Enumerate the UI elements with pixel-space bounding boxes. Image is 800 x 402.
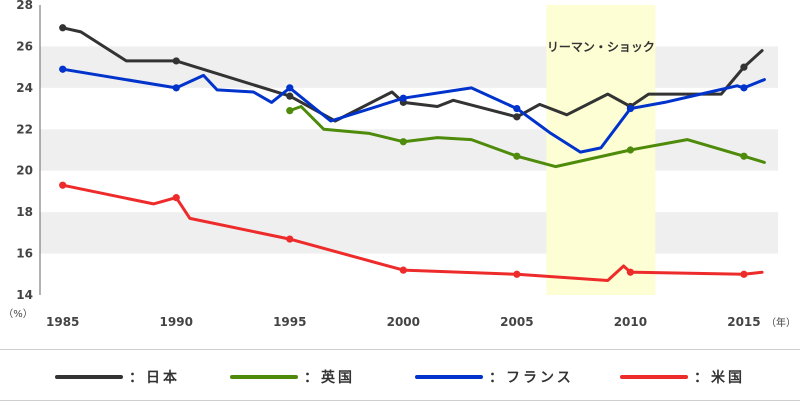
data-point — [286, 107, 294, 115]
data-point — [399, 266, 407, 274]
data-point — [740, 84, 748, 92]
data-point — [513, 104, 521, 113]
grid-band — [40, 46, 778, 88]
legend-label-france: ：フランス — [489, 370, 574, 386]
grid-bands — [40, 46, 778, 254]
series-group — [59, 65, 766, 154]
legend-swatch-uk — [230, 375, 298, 379]
data-point — [626, 104, 635, 113]
grid-band — [40, 212, 778, 254]
data-point — [399, 94, 407, 102]
legend-item-france: ：フランス — [415, 367, 574, 387]
legend-item-usa: ：米国 — [620, 367, 745, 387]
x-tick-label: 2015 — [727, 315, 760, 329]
data-point — [286, 84, 294, 92]
x-tick-label: 2010 — [614, 315, 647, 329]
data-point — [740, 152, 748, 160]
data-point — [626, 146, 635, 154]
data-point — [513, 113, 521, 121]
series-line — [61, 26, 764, 123]
y-tick-label: 28 — [16, 0, 33, 12]
x-unit-label: （年） — [766, 316, 796, 329]
y-tick-labels: 14 16 18 20 22 24 26 28 — [16, 0, 33, 302]
data-point — [626, 268, 635, 276]
x-tick-labels: 1985 1990 1995 2000 2005 2010 2015 — [46, 315, 761, 329]
legend: ：日本 ：英国 ：フランス ：米国 — [0, 349, 800, 401]
data-point — [172, 194, 180, 202]
data-point — [286, 235, 294, 243]
data-point — [286, 92, 294, 100]
data-point — [59, 24, 67, 32]
data-point — [740, 270, 748, 278]
legend-item-uk: ：英国 — [230, 367, 355, 387]
legend-label-uk: ：英国 — [304, 370, 355, 386]
y-tick-label: 18 — [16, 205, 33, 219]
legend-swatch-france — [415, 375, 483, 379]
y-tick-label: 24 — [16, 81, 33, 95]
series-line — [61, 183, 764, 282]
data-point — [513, 270, 521, 278]
series-line — [288, 105, 766, 169]
data-point — [399, 138, 407, 146]
x-tick-label: 1995 — [273, 315, 306, 329]
x-tick-label: 2005 — [500, 315, 533, 329]
series-group — [286, 105, 766, 169]
y-tick-label: 22 — [16, 122, 33, 136]
x-tick-label: 2000 — [387, 315, 420, 329]
lehman-shock-label: リーマン・ショック — [547, 40, 655, 54]
legend-swatch-japan — [55, 375, 123, 379]
data-point — [740, 63, 748, 71]
series-group — [59, 181, 764, 282]
legend-label-japan: ：日本 — [129, 370, 180, 386]
data-point — [59, 65, 67, 73]
y-tick-label: 14 — [16, 288, 33, 302]
data-point — [513, 152, 521, 160]
y-unit-label: （%） — [3, 308, 33, 320]
grid-band — [40, 129, 778, 171]
series-line — [61, 67, 766, 154]
data-point — [172, 57, 180, 65]
legend-item-japan: ：日本 — [55, 367, 180, 387]
legend-label-usa: ：米国 — [694, 370, 745, 386]
data-point — [59, 181, 67, 189]
x-tick-label: 1985 — [46, 315, 79, 329]
legend-swatch-usa — [620, 375, 688, 379]
series-lines — [59, 24, 766, 282]
data-point — [172, 84, 180, 92]
y-tick-label: 26 — [16, 39, 33, 53]
y-tick-label: 16 — [16, 247, 33, 261]
line-chart: リーマン・ショック 14 16 18 20 22 24 26 28 1985 1990 1995 2… — [3, 0, 796, 329]
y-tick-label: 20 — [16, 164, 33, 178]
x-tick-label: 1990 — [160, 315, 193, 329]
